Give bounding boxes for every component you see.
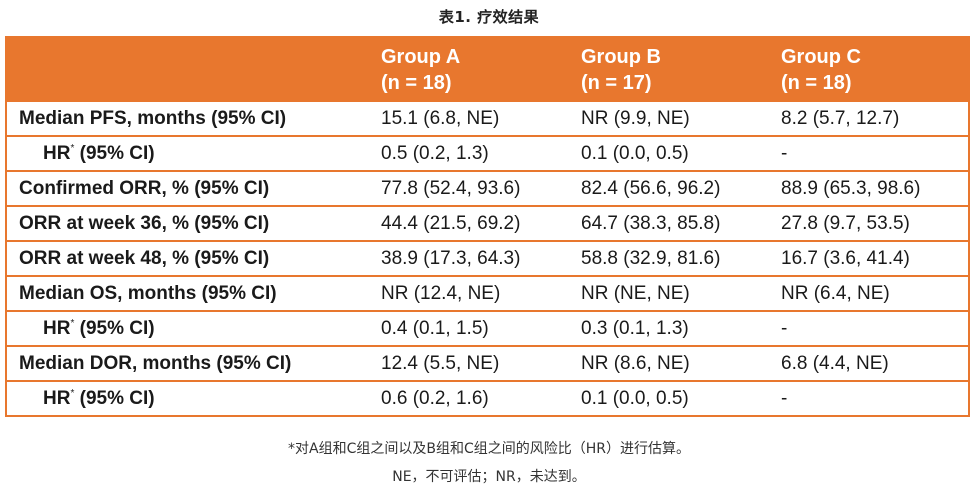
row-label-text: Median PFS, months (95% CI) (19, 107, 287, 129)
header-group-a: Group A (n = 18) (369, 37, 569, 101)
footnote-hazard-ratio: *对A组和C组之间以及B组和C组之间的风险比（HR）进行估算。 (288, 441, 690, 457)
table-row-os-hr: HR* (95% CI) 0.4 (0.1, 1.5) 0.3 (0.1, 1.… (6, 310, 969, 346)
cell-group-a: 12.4 (5.5, NE) (369, 345, 569, 381)
cell-group-c: 16.7 (3.6, 41.4) (769, 240, 969, 276)
row-label-text: ORR at week 48, % (95% CI) (19, 247, 270, 269)
cell-group-b: NR (8.6, NE) (569, 345, 769, 381)
footnote-abbreviations: NE，不可评估；NR，未达到。 (392, 469, 586, 485)
row-label: Median OS, months (95% CI) (6, 275, 369, 311)
group-b-n: (n = 17) (581, 72, 652, 94)
row-label: ORR at week 48, % (95% CI) (6, 240, 369, 276)
cell-group-b: NR (NE, NE) (569, 275, 769, 311)
table-row-confirmed-orr: Confirmed ORR, % (95% CI) 77.8 (52.4, 93… (6, 170, 969, 206)
row-label-text: HR (43, 142, 71, 164)
cell-group-c: NR (6.4, NE) (769, 275, 969, 311)
row-label-text: Confirmed ORR, % (95% CI) (19, 177, 270, 199)
cell-group-a: NR (12.4, NE) (369, 275, 569, 311)
cell-group-b: 64.7 (38.3, 85.8) (569, 205, 769, 241)
cell-group-a: 15.1 (6.8, NE) (369, 100, 569, 136)
table-header-row: Group A (n = 18) Group B (n = 17) Group … (6, 37, 969, 101)
table-caption: 表1. 疗效结果 (438, 8, 540, 26)
table-row-orr-week-36: ORR at week 36, % (95% CI) 44.4 (21.5, 6… (6, 205, 969, 241)
row-label-text: HR (43, 387, 71, 409)
cell-group-a: 0.6 (0.2, 1.6) (369, 380, 569, 416)
cell-group-b: 82.4 (56.6, 96.2) (569, 170, 769, 206)
footnote-marker: * (70, 142, 75, 154)
cell-group-c: 27.8 (9.7, 53.5) (769, 205, 969, 241)
efficacy-table: Group A (n = 18) Group B (n = 17) Group … (5, 36, 970, 417)
table-row-dor-hr: HR* (95% CI) 0.6 (0.2, 1.6) 0.1 (0.0, 0.… (6, 380, 969, 416)
row-label: ORR at week 36, % (95% CI) (6, 205, 369, 241)
cell-group-c: 88.9 (65.3, 98.6) (769, 170, 969, 206)
header-group-b: Group B (n = 17) (569, 37, 769, 101)
row-label: HR* (95% CI) (6, 310, 369, 346)
header-empty-cell (6, 37, 369, 101)
table-row-orr-week-48: ORR at week 48, % (95% CI) 38.9 (17.3, 6… (6, 240, 969, 276)
cell-group-b: 58.8 (32.9, 81.6) (569, 240, 769, 276)
cell-group-a: 0.4 (0.1, 1.5) (369, 310, 569, 346)
row-label: Confirmed ORR, % (95% CI) (6, 170, 369, 206)
cell-group-a: 38.9 (17.3, 64.3) (369, 240, 569, 276)
footnote-marker: * (70, 387, 75, 399)
group-a-n: (n = 18) (381, 72, 452, 94)
row-label-text: Median DOR, months (95% CI) (19, 352, 292, 374)
cell-group-b: 0.1 (0.0, 0.5) (569, 380, 769, 416)
cell-group-c: 6.8 (4.4, NE) (769, 345, 969, 381)
table-row-pfs-hr: HR* (95% CI) 0.5 (0.2, 1.3) 0.1 (0.0, 0.… (6, 135, 969, 171)
efficacy-table-container: Group A (n = 18) Group B (n = 17) Group … (5, 36, 970, 417)
header-group-c: Group C (n = 18) (769, 37, 969, 101)
cell-group-a: 77.8 (52.4, 93.6) (369, 170, 569, 206)
table-row-median-pfs: Median PFS, months (95% CI) 15.1 (6.8, N… (6, 100, 969, 136)
table-row-median-os: Median OS, months (95% CI) NR (12.4, NE)… (6, 275, 969, 311)
group-c-n: (n = 18) (781, 72, 852, 94)
row-label: HR* (95% CI) (6, 380, 369, 416)
row-label-text: Median OS, months (95% CI) (19, 282, 277, 304)
cell-group-a: 44.4 (21.5, 69.2) (369, 205, 569, 241)
row-label-suffix: (95% CI) (74, 387, 155, 409)
row-label-suffix: (95% CI) (74, 317, 155, 339)
cell-group-b: 0.1 (0.0, 0.5) (569, 135, 769, 171)
cell-group-c: - (769, 380, 969, 416)
cell-group-b: 0.3 (0.1, 1.3) (569, 310, 769, 346)
group-c-name: Group C (781, 46, 861, 68)
row-label: Median PFS, months (95% CI) (6, 100, 369, 136)
table-row-median-dor: Median DOR, months (95% CI) 12.4 (5.5, N… (6, 345, 969, 381)
group-b-name: Group B (581, 46, 661, 68)
group-a-name: Group A (381, 46, 461, 68)
row-label-text: HR (43, 317, 71, 339)
row-label: Median DOR, months (95% CI) (6, 345, 369, 381)
row-label: HR* (95% CI) (6, 135, 369, 171)
cell-group-c: - (769, 135, 969, 171)
footnote-marker: * (70, 317, 75, 329)
cell-group-a: 0.5 (0.2, 1.3) (369, 135, 569, 171)
cell-group-c: 8.2 (5.7, 12.7) (769, 100, 969, 136)
row-label-suffix: (95% CI) (74, 142, 155, 164)
row-label-text: ORR at week 36, % (95% CI) (19, 212, 270, 234)
cell-group-c: - (769, 310, 969, 346)
cell-group-b: NR (9.9, NE) (569, 100, 769, 136)
